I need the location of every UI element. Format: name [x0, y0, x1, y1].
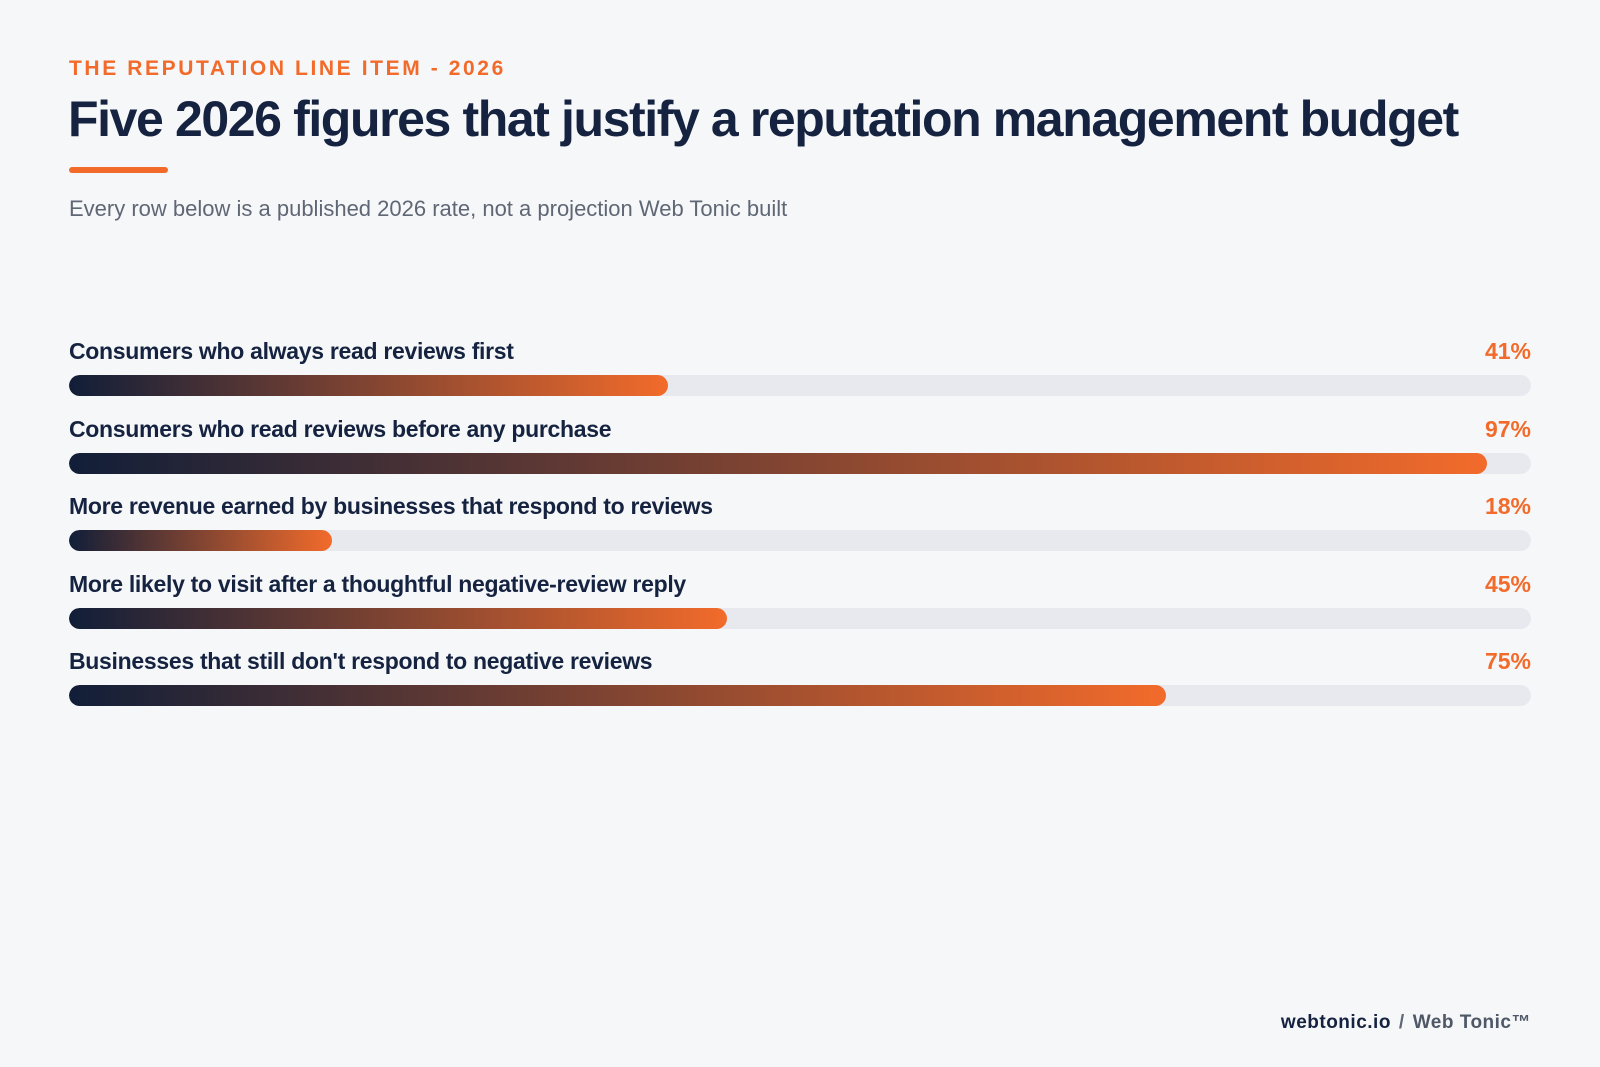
- bar-value-label: 18%: [1484, 493, 1531, 519]
- bar-label: More revenue earned by businesses that r…: [69, 493, 713, 519]
- chart-row: Consumers who always read reviews first …: [69, 337, 1531, 415]
- bar-fill: [69, 530, 333, 551]
- eyebrow-label: THE REPUTATION LINE ITEM - 2026: [69, 57, 506, 80]
- bar-value-label: 97%: [1484, 415, 1531, 442]
- bar-track: [69, 685, 1531, 706]
- bar-track: [69, 452, 1531, 474]
- footer-credit: webtonic.io / Web Tonic™: [1281, 1012, 1531, 1034]
- bar-track: [69, 375, 1531, 396]
- footer-domain-link[interactable]: webtonic.io: [1280, 1012, 1391, 1033]
- bar-value-label: 41%: [1484, 338, 1531, 364]
- bar-value-label: 75%: [1484, 648, 1531, 674]
- footer-separator: /: [1398, 1012, 1405, 1033]
- bar-label: Consumers who read reviews before any pu…: [69, 415, 612, 442]
- bar-chart: Consumers who always read reviews first …: [69, 337, 1531, 725]
- chart-row: Consumers who read reviews before any pu…: [69, 415, 1531, 493]
- chart-row: Businesses that still don't respond to n…: [69, 647, 1531, 725]
- bar-fill: [69, 607, 727, 629]
- bar-fill: [69, 685, 1166, 706]
- bar-fill: [69, 375, 669, 396]
- page-subtitle: Every row below is a published 2026 rate…: [69, 196, 788, 221]
- bar-label: Businesses that still don't respond to n…: [69, 648, 653, 674]
- chart-row: More revenue earned by businesses that r…: [69, 492, 1531, 570]
- bar-label: More likely to visit after a thoughtful …: [69, 570, 686, 597]
- bar-track: [69, 530, 1531, 551]
- bar-value-label: 45%: [1484, 570, 1531, 597]
- bar-track: [69, 607, 1531, 629]
- footer-brand: Web Tonic™: [1412, 1012, 1531, 1033]
- page-title: Five 2026 figures that justify a reputat…: [68, 91, 1459, 147]
- chart-row: More likely to visit after a thoughtful …: [69, 570, 1531, 648]
- title-underline: [69, 167, 168, 173]
- bar-label: Consumers who always read reviews first: [69, 338, 514, 364]
- bar-fill: [69, 452, 1488, 474]
